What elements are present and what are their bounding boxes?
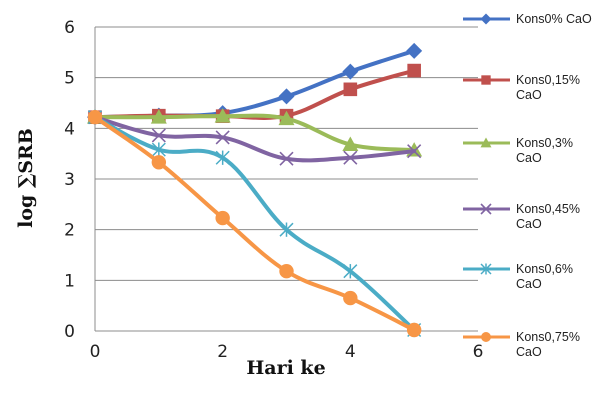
data-point <box>342 63 359 80</box>
data-point <box>151 155 167 170</box>
legend-label: CaO <box>516 151 542 165</box>
data-point <box>150 109 167 124</box>
y-tick-label: 0 <box>64 322 75 342</box>
legend-entry-4: Kons0,45%CaO <box>463 202 580 231</box>
y-tick-label: 4 <box>64 119 75 139</box>
legend: Kons0% CaOKons0,15%CaOKons0,3%CaOKons0,4… <box>463 12 592 359</box>
y-axis-label: log ∑SRB <box>15 128 37 228</box>
series-6 <box>87 109 422 338</box>
data-point <box>279 264 294 279</box>
legend-label: CaO <box>516 345 542 359</box>
data-point <box>343 82 358 97</box>
legend-swatch-marker <box>480 13 492 25</box>
legend-entry-6: Kons0,75%CaO <box>463 330 580 359</box>
data-point <box>214 108 231 123</box>
data-point <box>215 150 230 165</box>
data-point <box>407 144 422 159</box>
data-point <box>342 136 359 151</box>
legend-swatch-marker <box>480 263 492 275</box>
y-tick-label: 5 <box>64 69 75 89</box>
data-point <box>151 142 166 157</box>
legend-swatch-marker <box>480 203 492 215</box>
legend-label: CaO <box>516 88 542 102</box>
data-point <box>407 63 421 78</box>
plot-series <box>87 42 423 338</box>
data-point <box>343 290 358 306</box>
legend-label: Kons0,45% <box>516 202 580 216</box>
data-point <box>215 130 230 145</box>
legend-swatch-marker <box>480 137 492 148</box>
x-tick-label: 4 <box>345 342 356 362</box>
data-point <box>278 88 295 105</box>
data-point <box>406 42 423 59</box>
legend-entry-2: Kons0,15%CaO <box>463 73 580 102</box>
x-tick-label: 0 <box>90 342 101 362</box>
series-line <box>93 115 417 332</box>
x-tick-label: 6 <box>473 342 484 362</box>
y-tick-label: 1 <box>64 271 75 291</box>
legend-swatch-marker <box>481 75 491 85</box>
legend-entry-5: Kons0,6%CaO <box>463 262 573 291</box>
legend-label: Kons0% CaO <box>516 12 592 26</box>
data-point <box>343 150 358 165</box>
data-point <box>151 128 166 143</box>
legend-entry-3: Kons0,3%CaO <box>463 136 573 165</box>
y-tick-label: 3 <box>64 170 75 190</box>
data-point <box>215 210 230 226</box>
y-tick-label: 2 <box>64 221 75 241</box>
legend-swatch-marker <box>481 332 491 342</box>
data-point <box>343 264 358 279</box>
y-tick-label: 6 <box>64 18 75 38</box>
gridlines <box>95 26 478 281</box>
x-axis-label: Hari ke <box>246 357 325 379</box>
data-point <box>279 151 294 166</box>
x-tick-labels: 0 2 4 6 <box>90 342 484 362</box>
data-point <box>278 110 295 126</box>
legend-label: Kons0,3% <box>516 136 573 150</box>
y-tick-labels: 0 1 2 3 4 5 6 <box>64 18 75 342</box>
data-point <box>406 322 422 338</box>
legend-label: Kons0,6% <box>516 262 573 276</box>
legend-label: Kons0,75% <box>516 330 580 344</box>
data-point <box>87 109 103 125</box>
legend-label: Kons0,15% <box>516 73 580 87</box>
legend-label: CaO <box>516 217 542 231</box>
legend-entry-1: Kons0% CaO <box>463 12 592 26</box>
series-5 <box>87 110 422 338</box>
x-tick-label: 2 <box>217 342 228 362</box>
data-point <box>279 222 294 237</box>
legend-label: CaO <box>516 277 542 291</box>
series-line <box>93 115 417 163</box>
